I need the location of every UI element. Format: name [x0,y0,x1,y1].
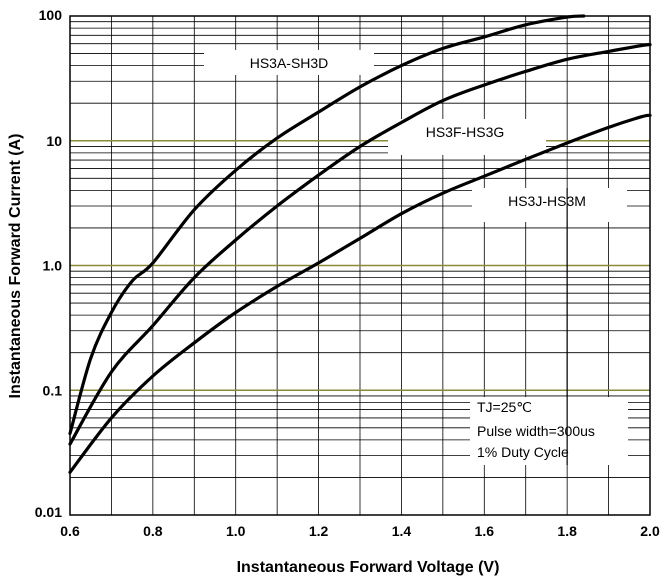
x-tick-label: 1.2 [309,523,329,539]
series-lines [68,14,652,474]
note-tj: TJ=25℃ [477,399,532,415]
x-tick-label: 1.0 [226,523,246,539]
label-background [388,119,546,155]
label-background [472,188,627,222]
y-tick-label: 0.1 [43,382,63,398]
x-tick-label: 1.8 [557,523,577,539]
series-line-0 [68,14,586,436]
y-tick-label: 10 [46,133,62,149]
series-label-hs3a-sh3d: HS3A-SH3D [250,55,329,71]
x-tick-labels: 0.6 0.8 1.0 1.2 1.4 1.6 1.8 2.0 [60,523,660,539]
y-tick-label: 0.01 [35,504,62,520]
x-axis-title: Instantaneous Forward Voltage (V) [237,559,500,576]
grid [70,16,650,515]
series-line-1 [68,43,652,446]
y-tick-label: 100 [39,7,63,23]
note-duty-cycle: 1% Duty Cycle [477,444,569,460]
series-label-hs3j-hs3m: HS3J-HS3M [508,193,586,209]
x-tick-label: 1.4 [392,523,412,539]
x-tick-label: 2.0 [640,523,660,539]
x-tick-label: 0.6 [60,523,80,539]
x-tick-label: 1.6 [475,523,495,539]
y-tick-labels: 0.01 0.1 1.0 10 100 [35,7,62,520]
series-line-2 [68,113,652,474]
series-label-hs3f-hs3g: HS3F-HS3G [426,124,505,140]
label-background [470,397,628,465]
label-background [204,50,374,75]
label-backgrounds [204,50,628,465]
x-tick-label: 0.8 [143,523,163,539]
note-pulse-width: Pulse width=300us [477,423,595,439]
y-axis-title: Instantaneous Forward Current (A) [7,134,24,399]
plot-frame [69,15,651,516]
y-tick-label: 1.0 [43,258,63,274]
